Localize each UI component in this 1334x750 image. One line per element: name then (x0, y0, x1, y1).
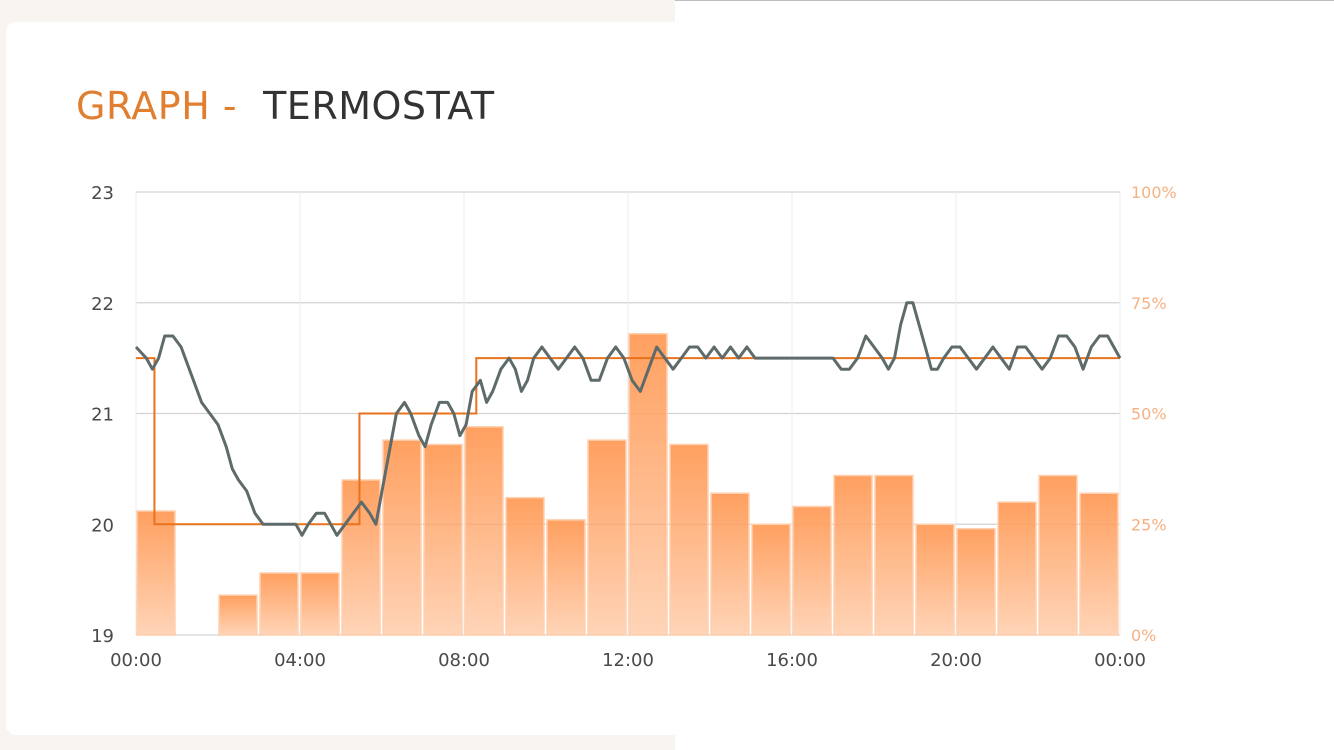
bar (218, 594, 258, 636)
y-left-tick-label: 21 (91, 405, 114, 426)
bar (956, 527, 996, 636)
y-right-tick-label: 50% (1131, 405, 1167, 424)
y-right-tick-label: 75% (1131, 294, 1167, 313)
top-divider (675, 0, 1334, 1)
bar (382, 439, 422, 636)
y-right-tick-label: 0% (1131, 626, 1156, 645)
bar (136, 510, 176, 636)
bar (710, 492, 750, 636)
y-right-tick-label: 100% (1131, 183, 1177, 202)
bar (997, 501, 1037, 636)
bar (833, 474, 873, 636)
bar (259, 572, 299, 636)
bar (505, 496, 545, 636)
title-name: TERMOSTAT (263, 84, 495, 128)
x-tick-label: 20:00 (930, 650, 982, 671)
x-tick-label: 04:00 (274, 650, 326, 671)
bar (587, 439, 627, 636)
bars-series (136, 333, 1119, 636)
x-tick-label: 12:00 (602, 650, 654, 671)
temperature-line (134, 301, 1122, 537)
bar (546, 519, 586, 636)
x-tick-label: 00:00 (1094, 650, 1146, 671)
page-title: GRAPH - TERMOSTAT (76, 84, 495, 128)
y-left-tick-label: 23 (91, 183, 114, 204)
bar (874, 474, 914, 636)
bar (915, 523, 955, 636)
bar (423, 443, 463, 636)
axis-labels: 19 20 21 22 23 0% 25% 50% 75% 100% 00:00 04:00 08:00… (91, 183, 1177, 671)
bar (300, 572, 340, 636)
x-tick-label: 16:00 (766, 650, 818, 671)
setpoint-line (136, 357, 1120, 526)
y-left-tick-label: 22 (91, 294, 114, 315)
bar (1038, 474, 1078, 636)
y-left-tick-label: 19 (91, 626, 114, 647)
x-tick-label: 08:00 (438, 650, 490, 671)
y-left-tick-label: 20 (91, 515, 114, 536)
bar (669, 443, 709, 636)
bar (1079, 492, 1119, 636)
y-right-tick-label: 25% (1131, 515, 1167, 534)
bar (341, 479, 381, 636)
bar (628, 333, 668, 636)
title-prefix: GRAPH - (76, 84, 238, 128)
bar (464, 426, 504, 636)
bar (792, 505, 832, 636)
bar (751, 523, 791, 636)
x-tick-label: 00:00 (110, 650, 162, 671)
